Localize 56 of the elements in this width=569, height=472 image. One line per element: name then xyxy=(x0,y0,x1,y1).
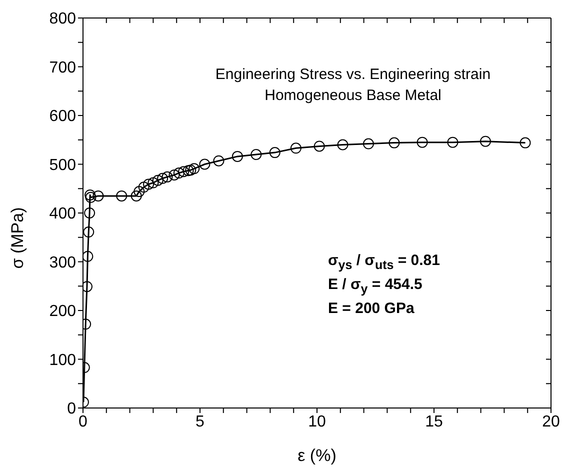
y-tick-label: 100 xyxy=(49,352,76,369)
text: Homogeneous Base Metal xyxy=(264,86,442,106)
point xyxy=(162,171,173,182)
point xyxy=(84,189,96,200)
point xyxy=(188,163,200,174)
annotation: σ$_{ys}$ / σ$_{uts}$ = 0.81 xyxy=(328,251,440,274)
point xyxy=(185,164,196,176)
point xyxy=(178,166,190,178)
point xyxy=(130,190,142,202)
point xyxy=(116,190,128,202)
point xyxy=(250,149,262,160)
point xyxy=(447,136,458,148)
x-tick-label: 5 xyxy=(196,413,205,430)
point xyxy=(83,250,94,262)
point xyxy=(83,226,94,238)
point xyxy=(143,178,154,190)
point xyxy=(213,155,224,166)
point xyxy=(138,182,150,193)
point xyxy=(92,190,104,202)
x-tick-label: 15 xyxy=(425,413,443,430)
point xyxy=(152,174,164,186)
y-tick-label: 500 xyxy=(49,156,76,174)
point xyxy=(520,137,531,148)
point xyxy=(290,142,302,154)
y-tick-label: 0 xyxy=(67,400,76,418)
point xyxy=(148,177,159,188)
point xyxy=(173,168,184,179)
x-tick-label: 10 xyxy=(308,413,326,430)
point xyxy=(416,136,428,148)
point xyxy=(84,208,96,218)
point xyxy=(85,192,96,203)
y-tick-label: 400 xyxy=(49,206,76,223)
annotation: E = 200 GPa xyxy=(328,299,416,319)
y-tick-label: 800 xyxy=(49,10,76,28)
x-tick-label: 0 xyxy=(78,413,88,430)
point xyxy=(168,169,180,180)
point xyxy=(337,139,348,150)
x-axis-title: ε (%) xyxy=(296,446,338,466)
point xyxy=(157,172,168,184)
y-tick-label: 600 xyxy=(49,108,76,126)
y-tick-label: 700 xyxy=(49,59,76,76)
y-tick-label: 300 xyxy=(49,254,76,272)
point xyxy=(269,147,280,158)
point xyxy=(134,186,145,198)
y-tick-label: 200 xyxy=(49,303,76,320)
point xyxy=(232,150,243,162)
point xyxy=(388,137,400,148)
point xyxy=(480,136,491,147)
point xyxy=(362,138,374,150)
point xyxy=(199,158,210,170)
text: Engineering Stress vs. Engineering strain xyxy=(214,65,492,85)
y-axis-title: σ (MPa) xyxy=(8,207,28,269)
x-tick-label: 20 xyxy=(542,413,560,430)
annotation: E / σ$_{y}$ = 454.5 xyxy=(328,275,424,298)
point xyxy=(182,165,194,176)
point xyxy=(314,140,325,152)
